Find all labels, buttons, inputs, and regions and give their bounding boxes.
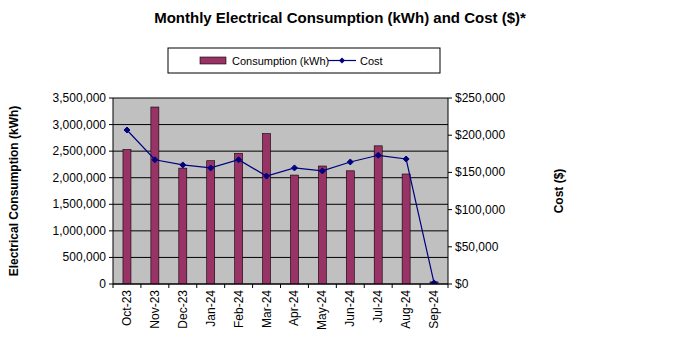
bar [123,150,131,284]
marker [347,159,353,165]
grid-line [113,230,448,231]
axis-title: Electrical Consumption (kWh) [7,106,21,277]
category-tick [113,284,114,288]
grid-line [113,124,448,125]
category-tick [196,284,197,288]
bar [318,166,326,284]
category-label: Mar-24 [260,290,274,328]
tick-mark [448,172,452,173]
category-label: Jul-24 [371,290,385,323]
tick-mark [109,230,113,231]
grid-line [113,257,448,258]
tick-label: $50,000 [455,240,499,254]
grid-line [113,98,448,99]
tick-mark [109,177,113,178]
plot-area [113,98,448,284]
category-tick [392,284,393,288]
tick-label: $250,000 [455,91,505,105]
category-label: Nov-23 [148,290,162,329]
category-label: Jun-24 [343,290,357,327]
tick-mark [109,98,113,99]
bar [402,174,410,284]
tick-label: 0 [99,277,106,291]
legend-label: Consumption (kWh) [232,55,329,67]
tick-mark [448,209,452,210]
line [127,130,434,283]
marker [403,156,409,162]
category-label: Apr-24 [287,290,301,326]
legend: Consumption (kWh) Cost [168,48,440,73]
bar [346,171,354,284]
marker [124,127,130,133]
bar [374,146,382,284]
title: Monthly Electrical Consumption (kWh) and… [154,9,526,26]
category-label: Feb-24 [232,290,246,328]
tick-label: $100,000 [455,203,505,217]
bar [151,107,159,284]
category-tick [224,284,225,288]
marker [319,168,325,174]
category-label: May-24 [315,290,329,330]
legend-marker [339,58,345,64]
category-tick [420,284,421,288]
grid-line [113,204,448,205]
tick-label: 2,000,000 [53,171,107,185]
axis-title: Cost ($) [552,169,566,214]
legend-label: Cost [360,55,383,67]
marker [152,157,158,163]
category-tick [140,284,141,288]
marker [264,173,270,179]
bar [207,161,215,284]
grid-line [113,177,448,178]
chart: Monthly Electrical Consumption (kWh) and… [0,0,677,347]
tick-label: 2,500,000 [53,144,107,158]
axis-line [448,98,449,284]
category-tick [364,284,365,288]
category-tick [252,284,253,288]
category-tick [280,284,281,288]
tick-label: $0 [455,277,469,291]
tick-mark [109,151,113,152]
tick-label: $150,000 [455,165,505,179]
category-label: Aug-24 [399,290,413,329]
bar [179,168,187,284]
tick-mark [109,284,113,285]
category-tick [308,284,309,288]
tick-label: 3,500,000 [53,91,107,105]
category-tick [448,284,449,288]
tick-mark [448,284,452,285]
bar [263,134,271,284]
tick-mark [448,98,452,99]
legend-box [168,48,440,73]
tick-label: 1,000,000 [53,224,107,238]
tick-mark [109,124,113,125]
tick-label: 1,500,000 [53,197,107,211]
category-tick [168,284,169,288]
tick-mark [448,135,452,136]
tick-mark [448,246,452,247]
tick-label: $200,000 [455,128,505,142]
tick-label: 3,000,000 [53,118,107,132]
tick-mark [109,204,113,205]
category-label: Dec-23 [176,290,190,329]
marker [431,280,437,284]
bar [235,153,243,284]
category-label: Jan-24 [204,290,218,327]
marker [375,152,381,158]
plot-marks [123,107,438,284]
marker [236,157,242,163]
category-label: Oct-23 [120,290,134,326]
axis-line [113,98,114,284]
marker [291,165,297,171]
tick-mark [109,257,113,258]
legend-swatch [200,57,226,64]
grid-line [113,151,448,152]
marker [208,165,214,171]
bar [290,175,298,284]
category-label: Sep-24 [427,290,441,329]
category-tick [336,284,337,288]
marker [180,162,186,168]
tick-label: 500,000 [63,250,107,264]
